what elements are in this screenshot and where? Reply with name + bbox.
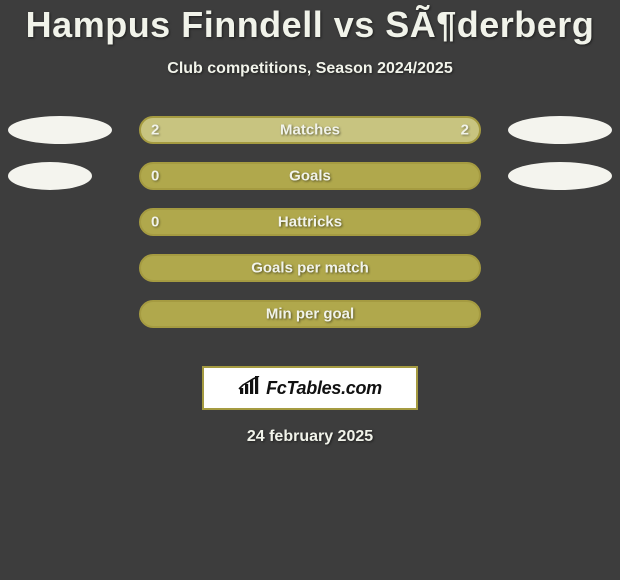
player-left-ellipse: [8, 116, 112, 144]
stat-label: Min per goal: [266, 306, 354, 323]
stat-label: Matches: [280, 122, 340, 139]
stats-area: Matches 2 2 Goals 0 Hattricks 0 Goals per match…: [0, 116, 620, 346]
stat-row: Goals per match: [0, 254, 620, 282]
stat-row: Goals 0: [0, 162, 620, 190]
bar-chart-icon: [238, 376, 262, 401]
stat-label: Goals per match: [251, 260, 369, 277]
date-line: 24 february 2025: [247, 428, 373, 446]
stat-label: Hattricks: [278, 214, 342, 231]
stat-value-right: 2: [461, 122, 469, 139]
stat-row: Hattricks 0: [0, 208, 620, 236]
stat-row: Matches 2 2: [0, 116, 620, 144]
logo: FcTables.com: [238, 376, 382, 401]
page-title: Hampus Finndell vs SÃ¶derberg: [26, 4, 595, 46]
stat-label: Goals: [289, 168, 331, 185]
player-right-ellipse: [508, 162, 612, 190]
player-right-ellipse: [508, 116, 612, 144]
stat-value-left: 0: [151, 214, 159, 231]
stat-bar: Hattricks 0: [139, 208, 481, 236]
logo-box[interactable]: FcTables.com: [202, 366, 418, 410]
stat-row: Min per goal: [0, 300, 620, 328]
logo-text: FcTables.com: [266, 378, 382, 399]
subtitle: Club competitions, Season 2024/2025: [167, 60, 452, 78]
stat-value-left: 2: [151, 122, 159, 139]
stat-bar: Min per goal: [139, 300, 481, 328]
stat-bar: Matches 2 2: [139, 116, 481, 144]
comparison-infographic: Hampus Finndell vs SÃ¶derberg Club compe…: [0, 0, 620, 580]
player-left-ellipse: [8, 162, 92, 190]
stat-bar: Goals 0: [139, 162, 481, 190]
stat-bar: Goals per match: [139, 254, 481, 282]
stat-value-left: 0: [151, 168, 159, 185]
